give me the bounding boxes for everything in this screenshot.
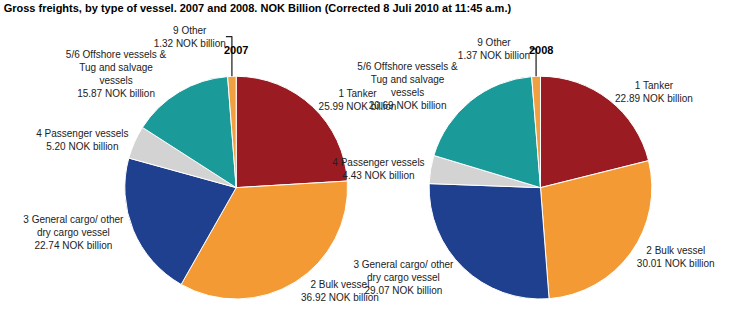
- svg-text:2007: 2007: [224, 44, 248, 56]
- svg-text:4 Passenger vessels5.20 NOK bi: 4 Passenger vessels5.20 NOK billion: [36, 128, 128, 152]
- svg-text:9 Other1.37 NOK billion: 9 Other1.37 NOK billion: [458, 37, 530, 61]
- svg-text:5/6 Offshore vessels &Tug and: 5/6 Offshore vessels &Tug and salvageves…: [357, 61, 458, 111]
- svg-text:9 Other1.32 NOK billion: 9 Other1.32 NOK billion: [154, 25, 226, 49]
- svg-text:4 Passenger vessels4.43 NOK bi: 4 Passenger vessels4.43 NOK billion: [332, 157, 424, 181]
- svg-text:3 General cargo/ otherdry carg: 3 General cargo/ otherdry cargo vessel29…: [353, 259, 454, 296]
- svg-text:2008: 2008: [529, 44, 553, 56]
- svg-text:1 Tanker25.99 NOK billion: 1 Tanker25.99 NOK billion: [319, 88, 397, 112]
- svg-text:1 Tanker22.89 NOK billion: 1 Tanker22.89 NOK billion: [615, 80, 693, 104]
- svg-text:2 Bulk vessel36.92 NOK billion: 2 Bulk vessel36.92 NOK billion: [301, 279, 379, 303]
- svg-text:2 Bulk vessel30.01 NOK billion: 2 Bulk vessel30.01 NOK billion: [637, 245, 715, 269]
- svg-text:5/6 Offshore vessels &Tug and: 5/6 Offshore vessels &Tug and salvageves…: [66, 49, 167, 99]
- svg-text:3 General cargo/ otherdry carg: 3 General cargo/ otherdry cargo vessel22…: [23, 214, 124, 251]
- svg-text:Gross freights, by type of ves: Gross freights, by type of vessel. 2007 …: [4, 2, 512, 14]
